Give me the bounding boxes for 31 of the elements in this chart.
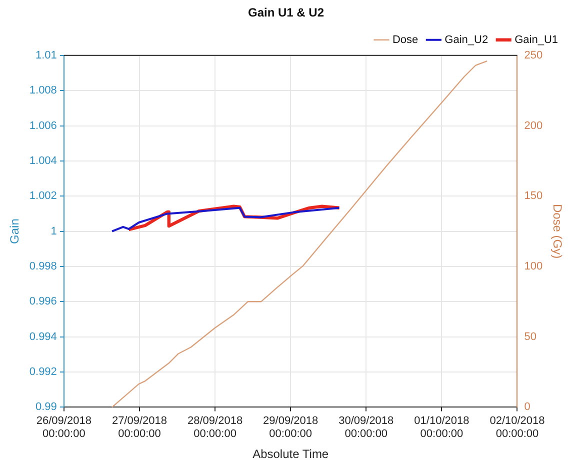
chart-title: Gain U1 & U2 <box>248 6 324 20</box>
y-tick-label: 1.002 <box>29 190 57 202</box>
legend-label: Gain_U1 <box>514 34 558 46</box>
y2-tick-label: 150 <box>524 190 543 202</box>
y2-tick-label: 0 <box>524 401 530 414</box>
x-axis-title: Absolute Time <box>252 447 329 462</box>
y2-tick-label: 250 <box>524 49 543 62</box>
x-tick-label: 29/09/2018 00:00:00 <box>263 414 318 440</box>
x-tick-label: 28/09/2018 00:00:00 <box>188 414 243 440</box>
y-tick-label: 0.99 <box>36 401 57 414</box>
legend-label: Dose <box>392 34 418 46</box>
y-axis-title: Gain <box>8 218 22 244</box>
y-tick-label: 1.008 <box>29 84 57 97</box>
y-tick-label: 0.996 <box>29 296 57 308</box>
y2-tick-label: 200 <box>524 120 543 132</box>
x-tick-label: 26/09/2018 00:00:00 <box>36 414 92 440</box>
legend-label: Gain_U2 <box>444 34 488 46</box>
x-tick-label: 27/09/2018 00:00:00 <box>112 414 168 440</box>
y-tick-label: 1.01 <box>36 49 57 62</box>
x-tick-label: 02/10/2018 00:00:00 <box>490 414 545 440</box>
x-tick-label: 30/09/2018 00:00:00 <box>338 414 394 440</box>
y2-tick-label: 100 <box>524 260 543 273</box>
y-tick-label: 1.006 <box>29 120 57 132</box>
y-tick-label: 0.998 <box>29 260 57 273</box>
x-tick-label: 01/10/2018 00:00:00 <box>414 414 470 440</box>
y2-tick-label: 50 <box>524 330 536 343</box>
y2-axis-title: Dose (Gy) <box>550 204 564 259</box>
y-tick-label: 0.992 <box>29 366 57 378</box>
y-tick-label: 1.004 <box>29 154 57 167</box>
y-tick-label: 0.994 <box>29 330 57 343</box>
y-tick-label: 1 <box>50 225 57 238</box>
